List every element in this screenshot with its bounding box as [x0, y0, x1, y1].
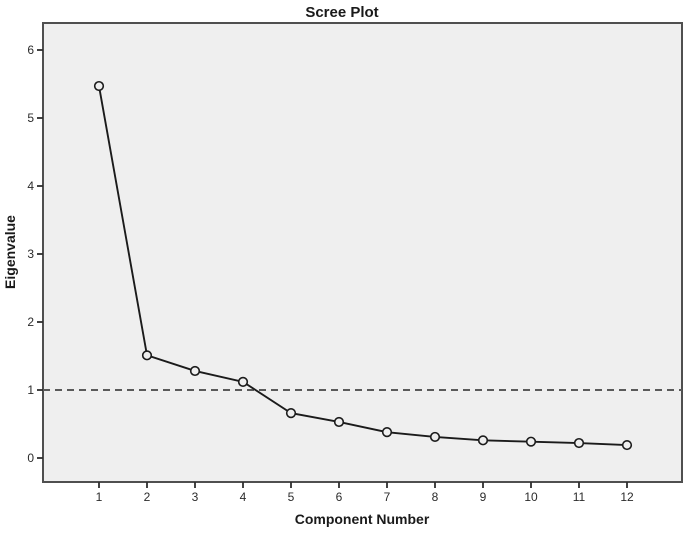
y-tick-label: 3 — [27, 247, 34, 261]
data-point-marker — [285, 408, 297, 419]
data-point-marker — [477, 435, 489, 446]
x-tick-label: 9 — [480, 490, 487, 504]
x-tick-labels: 1 2 3 4 5 6 7 8 9 10 11 12 — [96, 490, 634, 504]
data-points — [93, 80, 633, 451]
x-tick-label: 12 — [620, 490, 634, 504]
data-point-marker — [333, 416, 345, 428]
plot-area — [42, 22, 683, 483]
data-point-marker — [621, 439, 633, 451]
y-tick-label: 4 — [27, 179, 34, 193]
data-point-marker — [189, 365, 201, 377]
y-tick-label: 2 — [27, 315, 34, 329]
data-point-marker — [525, 436, 537, 447]
x-tick-label: 2 — [144, 490, 151, 504]
x-axis-label: Component Number — [295, 511, 430, 527]
x-tick-label: 11 — [573, 490, 586, 504]
chart-title: Scree Plot — [305, 4, 378, 21]
data-point-marker — [573, 437, 585, 449]
y-tick-label: 6 — [27, 43, 34, 57]
x-tick-label: 1 — [96, 490, 103, 504]
data-point-marker — [141, 350, 153, 361]
x-tick-label: 4 — [240, 490, 247, 504]
data-point-marker — [93, 80, 105, 92]
y-tick-label: 0 — [27, 451, 34, 465]
y-tick-label: 1 — [27, 383, 34, 397]
eigenvalue-line — [98, 85, 628, 447]
data-point-marker — [429, 431, 441, 443]
data-point-marker — [381, 427, 393, 438]
data-point-marker — [237, 376, 249, 387]
x-axis-ticks — [98, 482, 628, 488]
y-tick-labels: 0 1 2 3 4 5 6 — [27, 43, 34, 465]
y-axis-label: Eigenvalue — [2, 215, 18, 289]
x-tick-label: 3 — [192, 490, 199, 504]
x-tick-label: 8 — [432, 490, 439, 504]
x-tick-label: 10 — [524, 490, 538, 504]
y-tick-label: 5 — [27, 111, 34, 125]
x-tick-label: 7 — [384, 490, 391, 504]
x-tick-label: 6 — [336, 490, 343, 504]
x-tick-label: 5 — [288, 490, 295, 504]
y-axis-ticks — [37, 49, 43, 459]
